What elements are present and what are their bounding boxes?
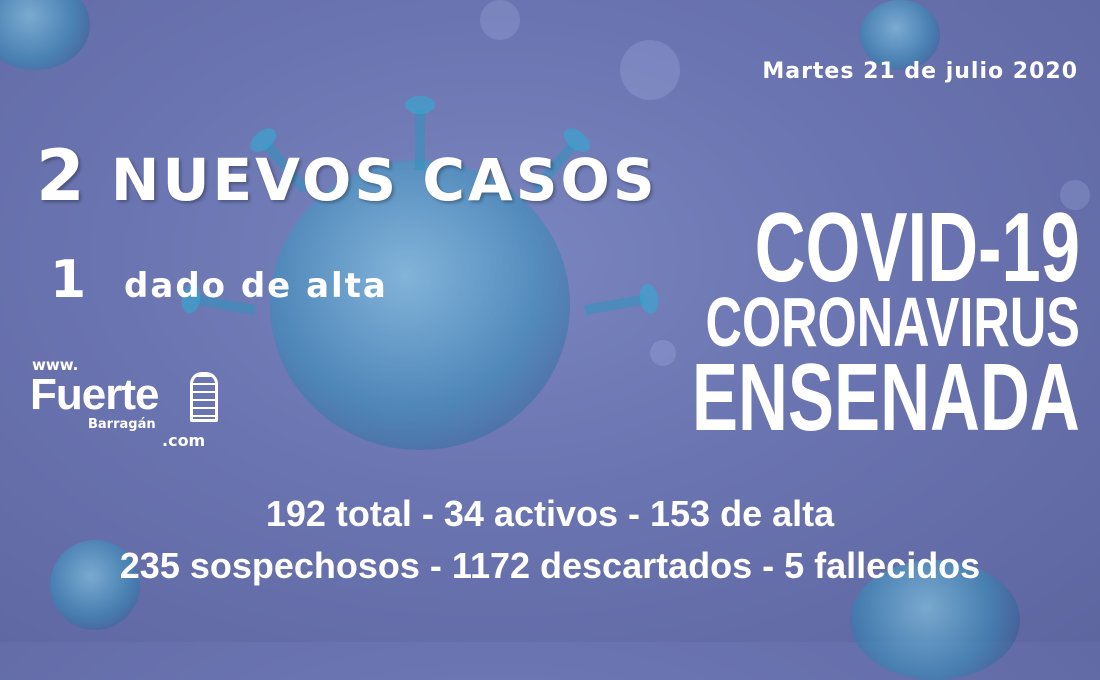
new-cases-text: NUEVOS CASOS [110, 146, 658, 214]
new-cases-count: 2 [36, 135, 88, 217]
logo-sub: Barragán [88, 417, 156, 432]
fuerte-barragan-logo: www. Fuerte Barragán .com [30, 358, 230, 453]
stats-line-2: 235 sospechosos - 1172 descartados - 5 f… [119, 545, 981, 586]
logo-name: Fuerte [30, 370, 159, 419]
new-cases-headline: 2 NUEVOS CASOS [36, 138, 658, 215]
virus-illustration-top-left [0, 0, 90, 70]
logo-www: www. [32, 356, 79, 374]
fort-tower-icon [190, 372, 218, 422]
stats-line-1: 192 total - 34 activos - 153 de alta [265, 493, 835, 534]
discharged-text: dado de alta [124, 266, 388, 306]
date-label: Martes 21 de julio 2020 [762, 59, 1078, 84]
virus-illustration-bottom-left [50, 540, 140, 630]
discharged-count: 1 [50, 250, 89, 310]
logo-tld: .com [162, 431, 206, 450]
title-ensenada: ENSENADA [692, 344, 1080, 451]
discharged-subheadline: 1 dado de alta [50, 250, 388, 310]
virus-illustration-top-right [860, 0, 940, 70]
title-coronavirus: CORONAVIRUS [705, 283, 1080, 361]
title-covid: COVID-19 [754, 192, 1080, 302]
virus-illustration-main [270, 160, 570, 450]
